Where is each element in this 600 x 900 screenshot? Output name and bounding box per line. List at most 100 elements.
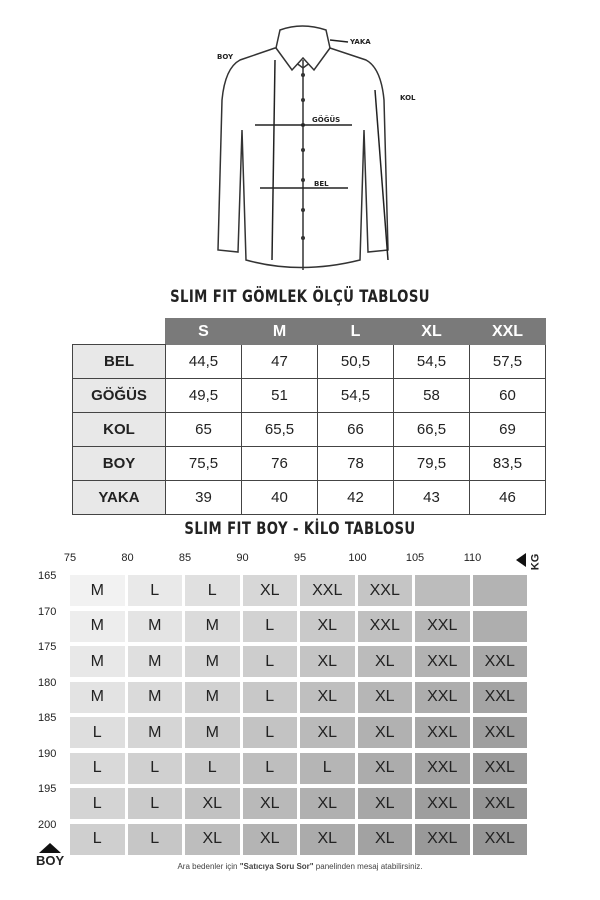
kg-tick: 80: [121, 552, 134, 564]
boy-kilo-cell: L: [70, 788, 125, 819]
boy-kilo-cell: XL: [357, 823, 412, 855]
size-table: S M L XL XXL BEL 44,5 47 50,5 54,5 57,5 GÖĞÜS 49,5 51…: [72, 318, 546, 515]
boy-kilo-cell: M: [127, 610, 182, 642]
size-cell: 44,5: [165, 344, 242, 379]
boy-kilo-cell: [472, 575, 527, 606]
boy-kilo-cell: L: [70, 752, 125, 784]
size-row-label: KOL: [72, 412, 166, 447]
kg-tick: 95: [293, 552, 307, 564]
boy-kilo-row: M M M L XL XXL XXL: [70, 610, 530, 642]
boy-kilo-cell: L: [70, 717, 125, 748]
boy-kilo-cell: XL: [185, 788, 240, 819]
boy-kilo-cell: L: [127, 575, 182, 606]
size-cell: 60: [469, 378, 546, 413]
size-cell: 65,5: [241, 412, 318, 447]
boy-kilo-row: M M M L XL XL XXL XXL: [70, 681, 530, 713]
boy-kilo-cell: XXL: [415, 646, 470, 677]
boy-kilo-cell: XXL: [472, 788, 527, 819]
size-row: KOL 65 65,5 66 66,5 69: [72, 412, 546, 447]
note-text-end: panelinden mesaj atabilirsiniz.: [313, 862, 423, 871]
boy-kilo-cell: M: [127, 717, 182, 748]
size-row-label: GÖĞÜS: [72, 378, 166, 413]
boy-kilo-row: M L L XL XXL XXL: [70, 575, 530, 606]
label-bel: BEL: [314, 180, 329, 188]
boy-kilo-cell: XXL: [415, 823, 470, 855]
boy-kilo-cell: M: [70, 681, 125, 713]
boy-kilo-cell: L: [242, 681, 297, 713]
boy-kilo-row: M M M L XL XL XXL XXL: [70, 646, 530, 677]
size-cell: 46: [469, 480, 546, 515]
size-cell: 49,5: [165, 378, 242, 413]
kg-tick: 90: [236, 552, 249, 564]
size-col-header: S: [165, 318, 242, 345]
size-col-header: M: [241, 318, 318, 345]
boy-tick: 175: [38, 641, 57, 653]
size-row: GÖĞÜS 49,5 51 54,5 58 60: [72, 378, 546, 413]
boy-arrow-icon: [39, 843, 61, 853]
boy-kilo-cell: M: [70, 575, 125, 606]
boy-kilo-cell: M: [127, 681, 182, 713]
size-cell: 43: [393, 480, 470, 515]
kg-tick: 75: [63, 552, 77, 564]
boy-kilo-cell: L: [242, 610, 297, 642]
size-table-title: SLIM FIT GÖMLEK ÖLÇÜ TABLOSU: [170, 287, 430, 307]
footnote: Ara bedenler için "Satıcıya Soru Sor" pa…: [0, 862, 600, 871]
boy-kilo-cell: XL: [300, 823, 355, 855]
boy-kilo-cell: M: [185, 681, 240, 713]
kg-label: KG: [529, 553, 542, 571]
boy-kilo-row: L M M L XL XL XXL XXL: [70, 717, 530, 748]
kg-tick: 110: [463, 552, 482, 564]
boy-tick: 180: [38, 676, 57, 689]
boy-kilo-cell: XXL: [415, 752, 470, 784]
boy-kilo-cell: M: [185, 717, 240, 748]
boy-kilo-cell: XL: [242, 788, 297, 819]
size-cell: 69: [469, 412, 546, 447]
boy-kilo-cell: XXL: [472, 646, 527, 677]
boy-kilo-cell: XXL: [472, 681, 527, 713]
boy-tick: 165: [38, 570, 57, 582]
boy-kilo-cell: L: [70, 823, 125, 855]
size-col-header: XXL: [469, 318, 546, 345]
boy-kilo-cell: L: [127, 752, 182, 784]
size-cell: 66: [317, 412, 394, 447]
size-cell: 54,5: [393, 344, 470, 379]
kg-tick: 85: [178, 552, 192, 564]
boy-kilo-cell: M: [70, 646, 125, 677]
boy-tick: 190: [38, 747, 57, 760]
size-col-header: L: [317, 318, 394, 345]
size-cell: 54,5: [317, 378, 394, 413]
boy-kilo-cell: L: [127, 823, 182, 855]
boy-kilo-cell: XXL: [472, 717, 527, 748]
boy-kilo-cell: XXL: [300, 575, 355, 606]
size-row: BOY 75,5 76 78 79,5 83,5: [72, 446, 546, 481]
size-cell: 47: [241, 344, 318, 379]
kg-tick: 105: [405, 552, 425, 564]
size-cell: 57,5: [469, 344, 546, 379]
boy-tick: 170: [38, 605, 57, 618]
boy-kilo-cell: XL: [300, 681, 355, 713]
boy-kilo-cell: XXL: [357, 575, 412, 606]
boy-kilo-cell: XL: [300, 610, 355, 642]
boy-kilo-cell: XL: [300, 717, 355, 748]
boy-tick: 195: [38, 783, 57, 795]
size-cell: 76: [241, 446, 318, 481]
label-boy: BOY: [217, 53, 234, 61]
label-kol: KOL: [400, 94, 416, 102]
boy-kilo-cell: XXL: [357, 610, 412, 642]
size-cell: 65: [165, 412, 242, 447]
boy-kilo-cell: XL: [357, 681, 412, 713]
note-text: Ara bedenler için: [177, 862, 240, 871]
size-row-label: YAKA: [72, 480, 166, 515]
kg-arrow-icon: [516, 553, 526, 567]
boy-tick: 185: [38, 712, 57, 724]
boy-kilo-cell: XL: [300, 788, 355, 819]
boy-kilo-cell: M: [185, 610, 240, 642]
boy-kilo-cell: XXL: [415, 681, 470, 713]
boy-kilo-cell: L: [185, 575, 240, 606]
boy-kilo-cell: L: [300, 752, 355, 784]
size-row-label: BOY: [72, 446, 166, 481]
size-cell: 83,5: [469, 446, 546, 481]
shirt-diagram: [217, 25, 389, 270]
boy-kilo-cell: XL: [185, 823, 240, 855]
size-col-header: XL: [393, 318, 470, 345]
